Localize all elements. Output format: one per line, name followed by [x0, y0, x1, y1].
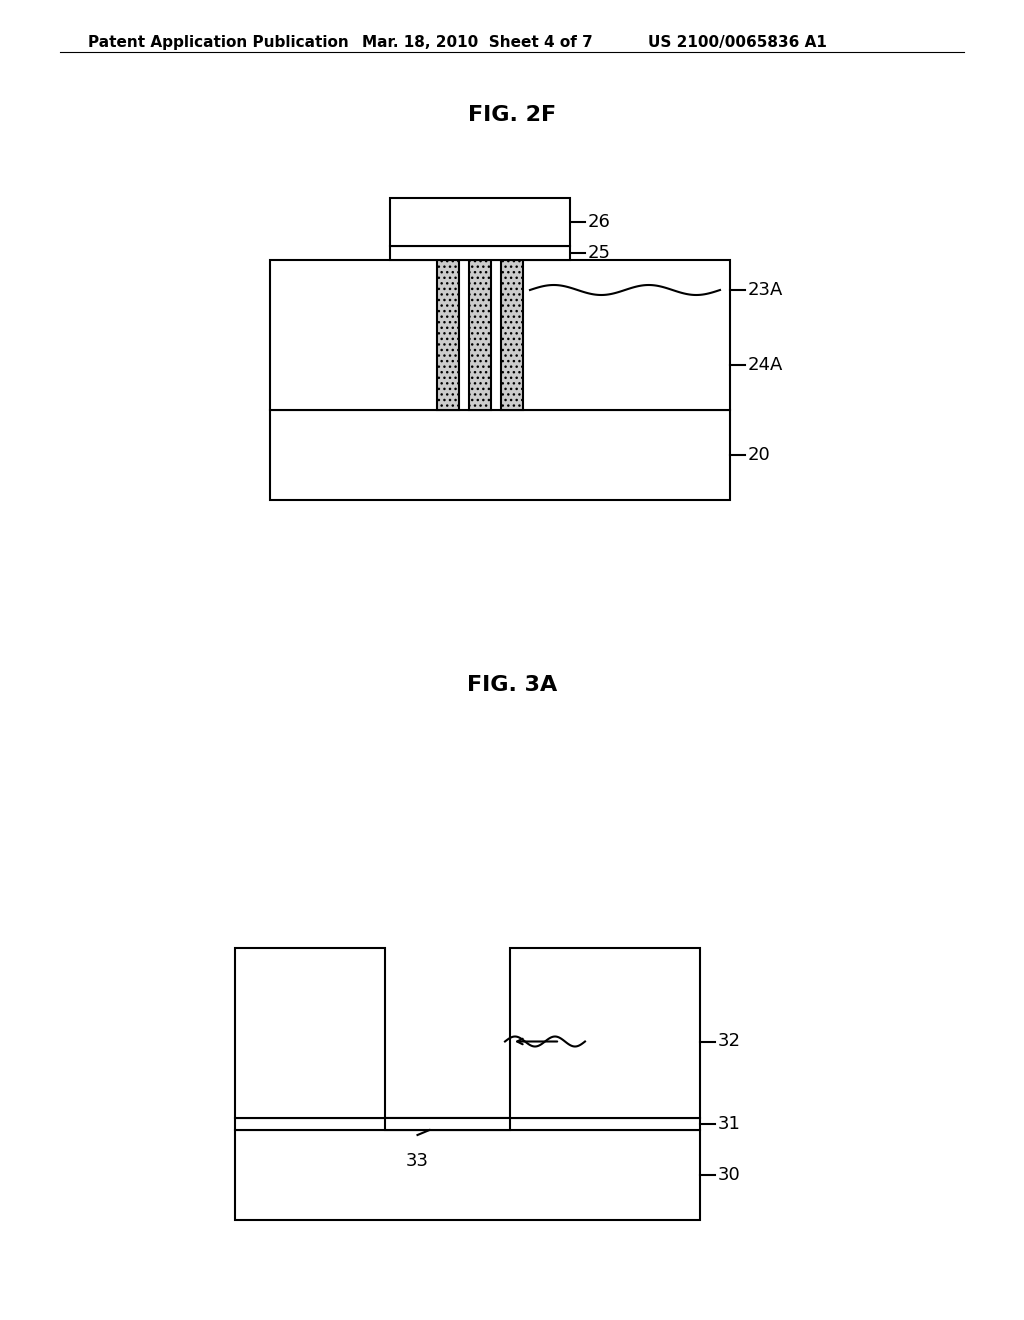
Text: 23A: 23A	[748, 281, 783, 300]
Bar	[270, 411, 730, 500]
Bar	[469, 260, 490, 411]
Bar	[270, 260, 730, 411]
Text: FIG. 3A: FIG. 3A	[467, 675, 557, 696]
Bar	[501, 260, 523, 411]
Text: 31: 31	[718, 1115, 741, 1133]
Text: Mar. 18, 2010  Sheet 4 of 7: Mar. 18, 2010 Sheet 4 of 7	[362, 36, 593, 50]
Text: 25: 25	[588, 244, 611, 261]
Text: 33: 33	[406, 1152, 429, 1170]
Bar	[510, 948, 700, 1118]
Bar	[390, 198, 570, 246]
Bar	[385, 1118, 510, 1130]
Text: 30: 30	[718, 1166, 740, 1184]
Text: FIG. 2F: FIG. 2F	[468, 106, 556, 125]
Text: 32: 32	[718, 1032, 741, 1051]
Bar	[234, 948, 385, 1118]
Text: US 2100/0065836 A1: US 2100/0065836 A1	[648, 36, 826, 50]
Bar	[234, 1118, 700, 1130]
Text: 26: 26	[588, 213, 611, 231]
Text: 24A: 24A	[748, 356, 783, 374]
Text: 20: 20	[748, 446, 771, 465]
Bar	[390, 246, 570, 260]
Bar	[437, 260, 459, 411]
Bar	[234, 1130, 700, 1220]
Text: Patent Application Publication: Patent Application Publication	[88, 36, 349, 50]
